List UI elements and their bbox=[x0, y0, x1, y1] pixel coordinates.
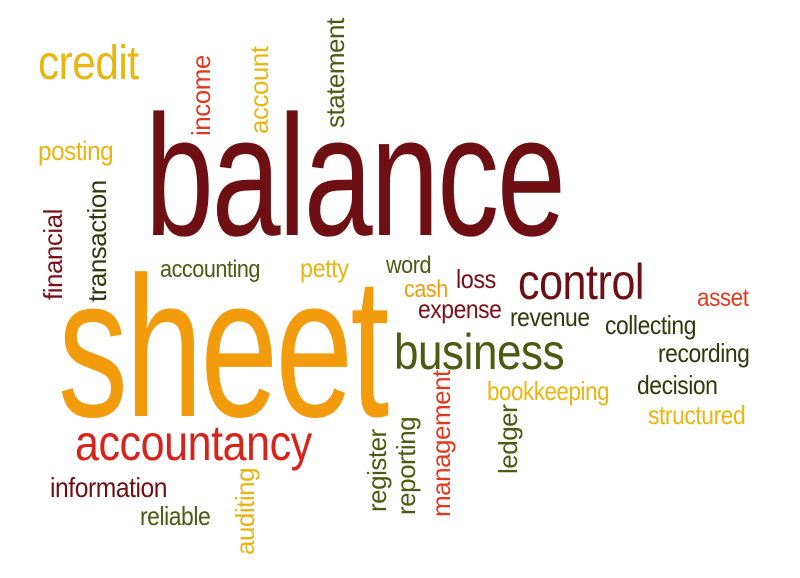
word-balance: balance bbox=[145, 80, 566, 272]
word-collecting: collecting bbox=[605, 310, 696, 340]
word-business: business bbox=[394, 324, 565, 380]
word-credit: credit bbox=[38, 37, 139, 90]
word-loss: loss bbox=[456, 264, 496, 294]
word-information: information bbox=[50, 472, 168, 503]
word-asset: asset bbox=[697, 284, 749, 312]
word-word: word bbox=[386, 252, 432, 279]
word-accounting: accounting bbox=[160, 256, 260, 283]
word-management: management bbox=[426, 370, 456, 517]
word-reliable: reliable bbox=[140, 501, 211, 531]
word-sheet: sheet bbox=[58, 236, 389, 459]
word-recording: recording bbox=[658, 338, 750, 368]
word-reporting: reporting bbox=[391, 416, 421, 515]
word-bookkeeping: bookkeeping bbox=[487, 376, 610, 406]
word-ledger: ledger bbox=[493, 404, 523, 474]
word-posting: posting bbox=[38, 136, 114, 166]
word-cash: cash bbox=[404, 276, 448, 303]
word-structured: structured bbox=[648, 400, 746, 430]
word-register: register bbox=[362, 429, 392, 512]
word-accountancy: accountancy bbox=[75, 415, 312, 471]
word-revenue: revenue bbox=[510, 302, 590, 332]
word-control: control bbox=[518, 254, 645, 310]
word-auditing: auditing bbox=[230, 467, 260, 555]
word-expense: expense bbox=[418, 294, 502, 324]
word-petty: petty bbox=[300, 253, 349, 283]
word-decision: decision bbox=[637, 370, 718, 400]
